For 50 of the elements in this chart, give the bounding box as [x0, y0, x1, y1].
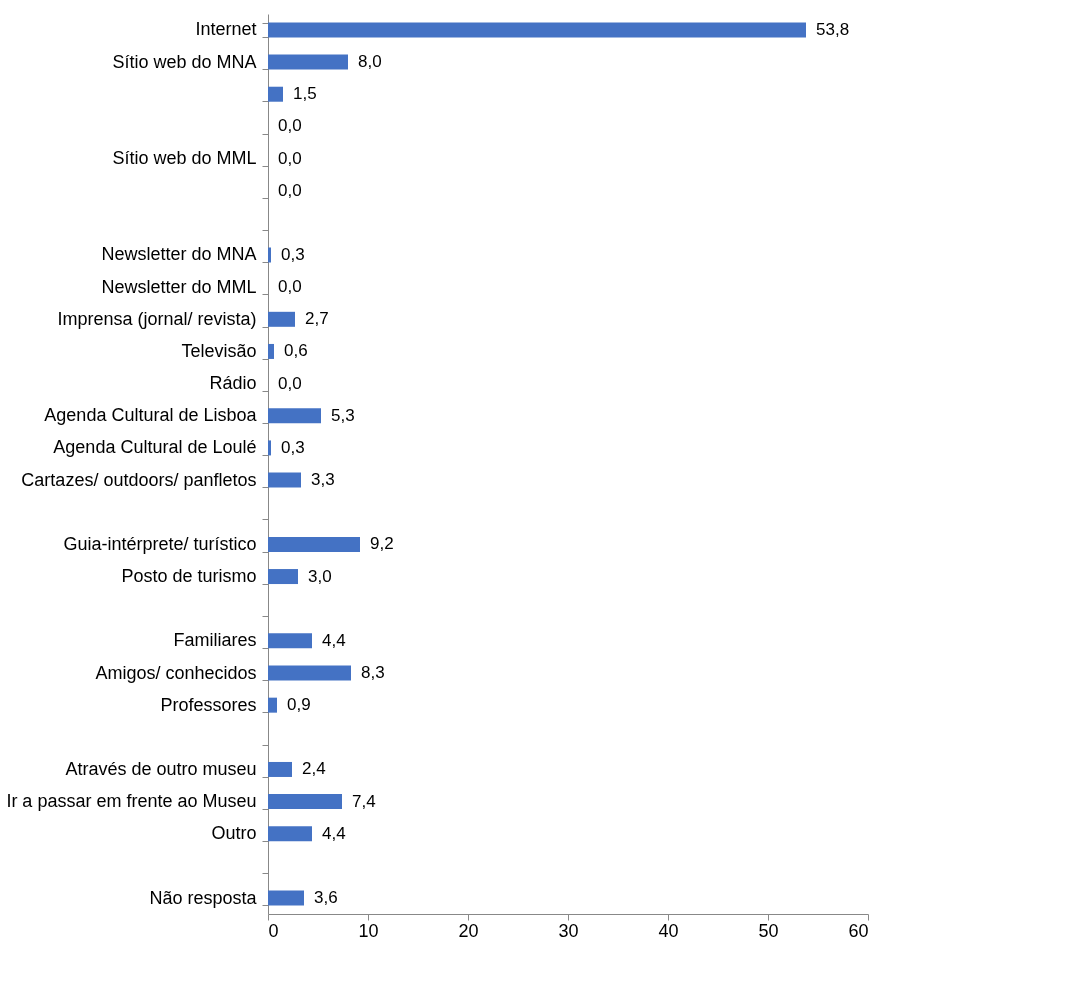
- y-tick-label: Televisão: [181, 340, 257, 361]
- x-tick-label: 50: [758, 920, 779, 941]
- x-tick-label: 0: [268, 920, 279, 941]
- data-label: 3,3: [311, 470, 335, 490]
- data-label: 0,0: [278, 373, 302, 393]
- data-label: 0,0: [278, 180, 302, 200]
- y-tick-label: Rádio: [209, 373, 257, 394]
- data-label: 0,0: [278, 277, 302, 297]
- y-tick-label: Cartazes/ outdoors/ panfletos: [21, 469, 257, 490]
- data-label: 4,4: [322, 630, 346, 650]
- data-label: 3,0: [308, 566, 332, 586]
- x-tick-label: 40: [658, 920, 679, 941]
- y-tick-label: Internet: [195, 19, 257, 40]
- y-tick-label: Ir a passar em frente ao Museu: [6, 791, 257, 812]
- x-tick-label: 20: [458, 920, 479, 941]
- x-tick-label: 10: [358, 920, 379, 941]
- data-label: 2,4: [302, 759, 326, 779]
- data-label: 0,0: [278, 148, 302, 168]
- y-tick-label: Newsletter do MNA: [101, 244, 257, 265]
- data-label: 0,9: [287, 695, 311, 715]
- data-label: 8,3: [361, 663, 385, 682]
- y-tick-label: Não resposta: [149, 887, 258, 908]
- data-label: 5,3: [331, 405, 355, 425]
- y-tick-label: Guia-intérprete/ turístico: [63, 533, 257, 554]
- data-label: 0,3: [281, 437, 305, 457]
- data-label: 7,4: [352, 791, 376, 811]
- x-tick-label: 30: [558, 920, 579, 941]
- data-label: 4,4: [322, 823, 346, 843]
- y-tick-label: Sítio web do MML: [112, 148, 257, 169]
- y-tick-label: Professores: [160, 694, 257, 715]
- y-tick-label: Familiares: [173, 630, 257, 651]
- data-label: 0,6: [284, 341, 308, 361]
- y-tick-label: Posto de turismo: [121, 566, 257, 587]
- data-label: 9,2: [370, 534, 394, 554]
- x-tick-label: 60: [848, 920, 869, 941]
- y-tick-label: Outro: [211, 823, 257, 844]
- y-tick-label: Amigos/ conhecidos: [95, 662, 257, 683]
- data-label: 0,3: [281, 245, 305, 264]
- y-tick-label: Através de outro museu: [65, 758, 257, 779]
- data-label: 53,8: [816, 19, 850, 39]
- data-label: 8,0: [358, 52, 382, 72]
- data-label: 3,6: [314, 888, 338, 908]
- data-label: 2,7: [305, 309, 329, 329]
- y-tick-label: Imprensa (jornal/ revista): [57, 308, 257, 329]
- data-label: 0,0: [278, 116, 302, 136]
- y-tick-label: Agenda Cultural de Loulé: [53, 437, 257, 458]
- y-tick-label: Newsletter do MML: [101, 276, 257, 297]
- y-tick-label: Agenda Cultural de Lisboa: [44, 405, 258, 426]
- y-tick-label: Sítio web do MNA: [112, 51, 257, 72]
- data-label: 1,5: [293, 84, 317, 104]
